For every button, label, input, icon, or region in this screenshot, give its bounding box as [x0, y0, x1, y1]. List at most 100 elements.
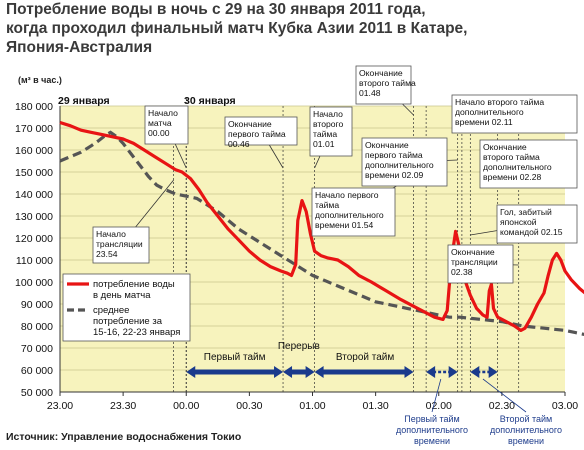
annotation-broadcast-end-line-2: трансляции: [451, 257, 498, 267]
annotation-second-half-end-line-2: второго тайма: [359, 78, 416, 88]
annotation-box-et-second-start: [451, 94, 578, 134]
y-tick-label: 70 000: [21, 343, 53, 355]
annotation-box-first-half-end: [224, 116, 298, 146]
date-label-jan-30: 30 января: [184, 95, 236, 107]
legend-label-match-2: в день матча: [93, 290, 151, 301]
y-tick-label: 110 000: [16, 255, 53, 267]
arrow-et-second-head-right: [488, 366, 498, 378]
annotation-second-half-start-line-4: 01.01: [313, 139, 335, 149]
annotation-et-second-start-line-2: дополнительного: [455, 107, 524, 117]
annotation-et-first-end-line-2: первого тайма: [365, 150, 423, 160]
annotation-et-second-start-line-3: времени 02.11: [455, 117, 513, 127]
x-tick-label: 01.30: [362, 400, 388, 412]
x-tick-label: 00.30: [236, 400, 262, 412]
arrow-et-first-head-right: [448, 366, 458, 378]
annotation-broadcast-start-line-2: трансляции: [96, 239, 143, 249]
x-tick-label: 01.00: [299, 400, 325, 412]
phase-label-second-half: Второй тайм: [336, 352, 394, 363]
annotation-et-second-end-line-3: дополнительного: [483, 162, 552, 172]
arrow-second-half-head-left: [314, 366, 324, 378]
annotation-match-start-line-1: Начало: [148, 108, 178, 118]
chart-title-line-3: Япония-Австралия: [6, 39, 153, 56]
annotation-box-et-first-end: [361, 137, 448, 187]
et-second-pointer: [482, 378, 527, 413]
annotation-first-half-end-line-1: Окончание: [228, 119, 272, 129]
arrow-et-second-head-left: [470, 366, 480, 378]
source-note: Источник: Управление водоснабжения Токио: [6, 431, 242, 443]
annotation-second-half-start-line-2: второго: [313, 119, 343, 129]
annotation-et-first-start-line-4: времени 01.54: [315, 220, 373, 230]
y-tick-label: 100 000: [15, 277, 53, 289]
annotation-et-second-end-line-2: второго тайма: [483, 152, 540, 162]
et-second-label-line-2: дополнительного: [490, 425, 562, 435]
y-tick-label: 90 000: [21, 299, 53, 311]
annotation-box-et-second-end: [479, 139, 578, 189]
annotation-broadcast-end-line-3: 02.38: [451, 267, 473, 277]
phase-label-first-half: Первый тайм: [204, 352, 266, 363]
chart-title-line-2: когда проходил финальный матч Кубка Азии…: [6, 20, 468, 37]
annotation-et-second-end-line-4: времени 02.28: [483, 172, 541, 182]
chart-title-line-1: Потребление воды в ночь с 29 на 30 январ…: [6, 1, 426, 18]
annotation-box-goal: [496, 204, 578, 244]
arrow-break-head-left: [283, 366, 293, 378]
annotation-box-second-half-end: [355, 65, 412, 105]
y-tick-label: 140 000: [15, 189, 53, 201]
x-tick-label: 02.30: [489, 400, 515, 412]
x-tick-label: 23.30: [110, 400, 136, 412]
series-match-day-line: [59, 120, 584, 332]
annotation-broadcast-start-line-1: Начало: [96, 229, 126, 239]
et-first-label-line-1: Первый тайм: [404, 414, 460, 424]
y-tick-label: 170 000: [15, 123, 53, 135]
y-axis-unit-label: (м³ в час.): [18, 75, 62, 85]
et-first-label-line-3: времени: [414, 436, 450, 446]
legend-label-average-3: 15-16, 22-23 января: [93, 327, 180, 338]
annotation-box-broadcast-end: [447, 244, 514, 284]
annotation-goal-line-1: Гол, забитый: [500, 207, 552, 217]
annotation-broadcast-start-line-3: 23.54: [96, 249, 118, 259]
annotation-et-first-end-line-4: времени 02.09: [365, 170, 423, 180]
x-tick-label: 02.00: [426, 400, 452, 412]
annotation-match-start-line-3: 00.00: [148, 128, 170, 138]
annotation-goal-line-2: японской: [500, 217, 537, 227]
series-average-line: [59, 130, 584, 337]
y-tick-label: 80 000: [21, 321, 53, 333]
annotation-box-second-half-start: [309, 106, 353, 157]
annotation-first-half-end-line-3: 00.46: [228, 139, 250, 149]
annotation-et-first-end-line-1: Окончание: [365, 140, 409, 150]
annotation-second-half-start-line-3: тайма: [313, 129, 337, 139]
phase-label-break: Перерыв: [278, 341, 320, 352]
y-tick-label: 60 000: [21, 365, 53, 377]
et-first-pointer: [431, 378, 442, 413]
arrow-et-first-head-left: [426, 366, 436, 378]
annotation-et-first-start-line-1: Начало первого: [315, 190, 379, 200]
et-first-label-line-2: дополнительного: [396, 425, 468, 435]
arrow-break-head-right: [305, 366, 315, 378]
et-second-label-line-3: времени: [508, 436, 544, 446]
legend-label-average-1: среднее: [93, 305, 129, 316]
y-tick-label: 180 000: [15, 101, 53, 113]
legend-label-average-2: потребление за: [93, 316, 163, 327]
y-tick-label: 120 000: [15, 233, 53, 245]
x-tick-label: 03.00: [552, 400, 578, 412]
legend-label-match-1: потребление воды: [93, 279, 175, 290]
annotation-et-first-start-line-3: дополнительного: [315, 210, 384, 220]
annotation-second-half-end-line-1: Окончание: [359, 68, 403, 78]
annotation-et-second-end-line-1: Окончание: [483, 142, 527, 152]
annotation-box-match-start: [144, 105, 189, 145]
et-second-label-line-1: Второй тайм: [500, 414, 553, 424]
date-label-jan-29: 29 января: [58, 95, 110, 107]
annotation-goal-line-3: командой 02.15: [500, 227, 563, 237]
annotation-second-half-start-line-1: Начало: [313, 109, 343, 119]
annotation-broadcast-end-line-1: Окончание: [451, 247, 495, 257]
y-tick-label: 50 000: [21, 387, 53, 399]
annotation-first-half-end-line-2: первого тайма: [228, 129, 286, 139]
arrow-second-half-head-right: [404, 366, 414, 378]
annotation-match-start-line-2: матча: [148, 118, 172, 128]
annotation-et-first-start-line-2: тайма: [315, 200, 339, 210]
annotation-et-second-start-line-1: Начало второго тайма: [455, 97, 544, 107]
arrow-first-half-head-left: [186, 366, 196, 378]
annotation-box-et-first-start: [311, 187, 396, 237]
annotation-et-first-end-line-3: дополнительного: [365, 160, 434, 170]
